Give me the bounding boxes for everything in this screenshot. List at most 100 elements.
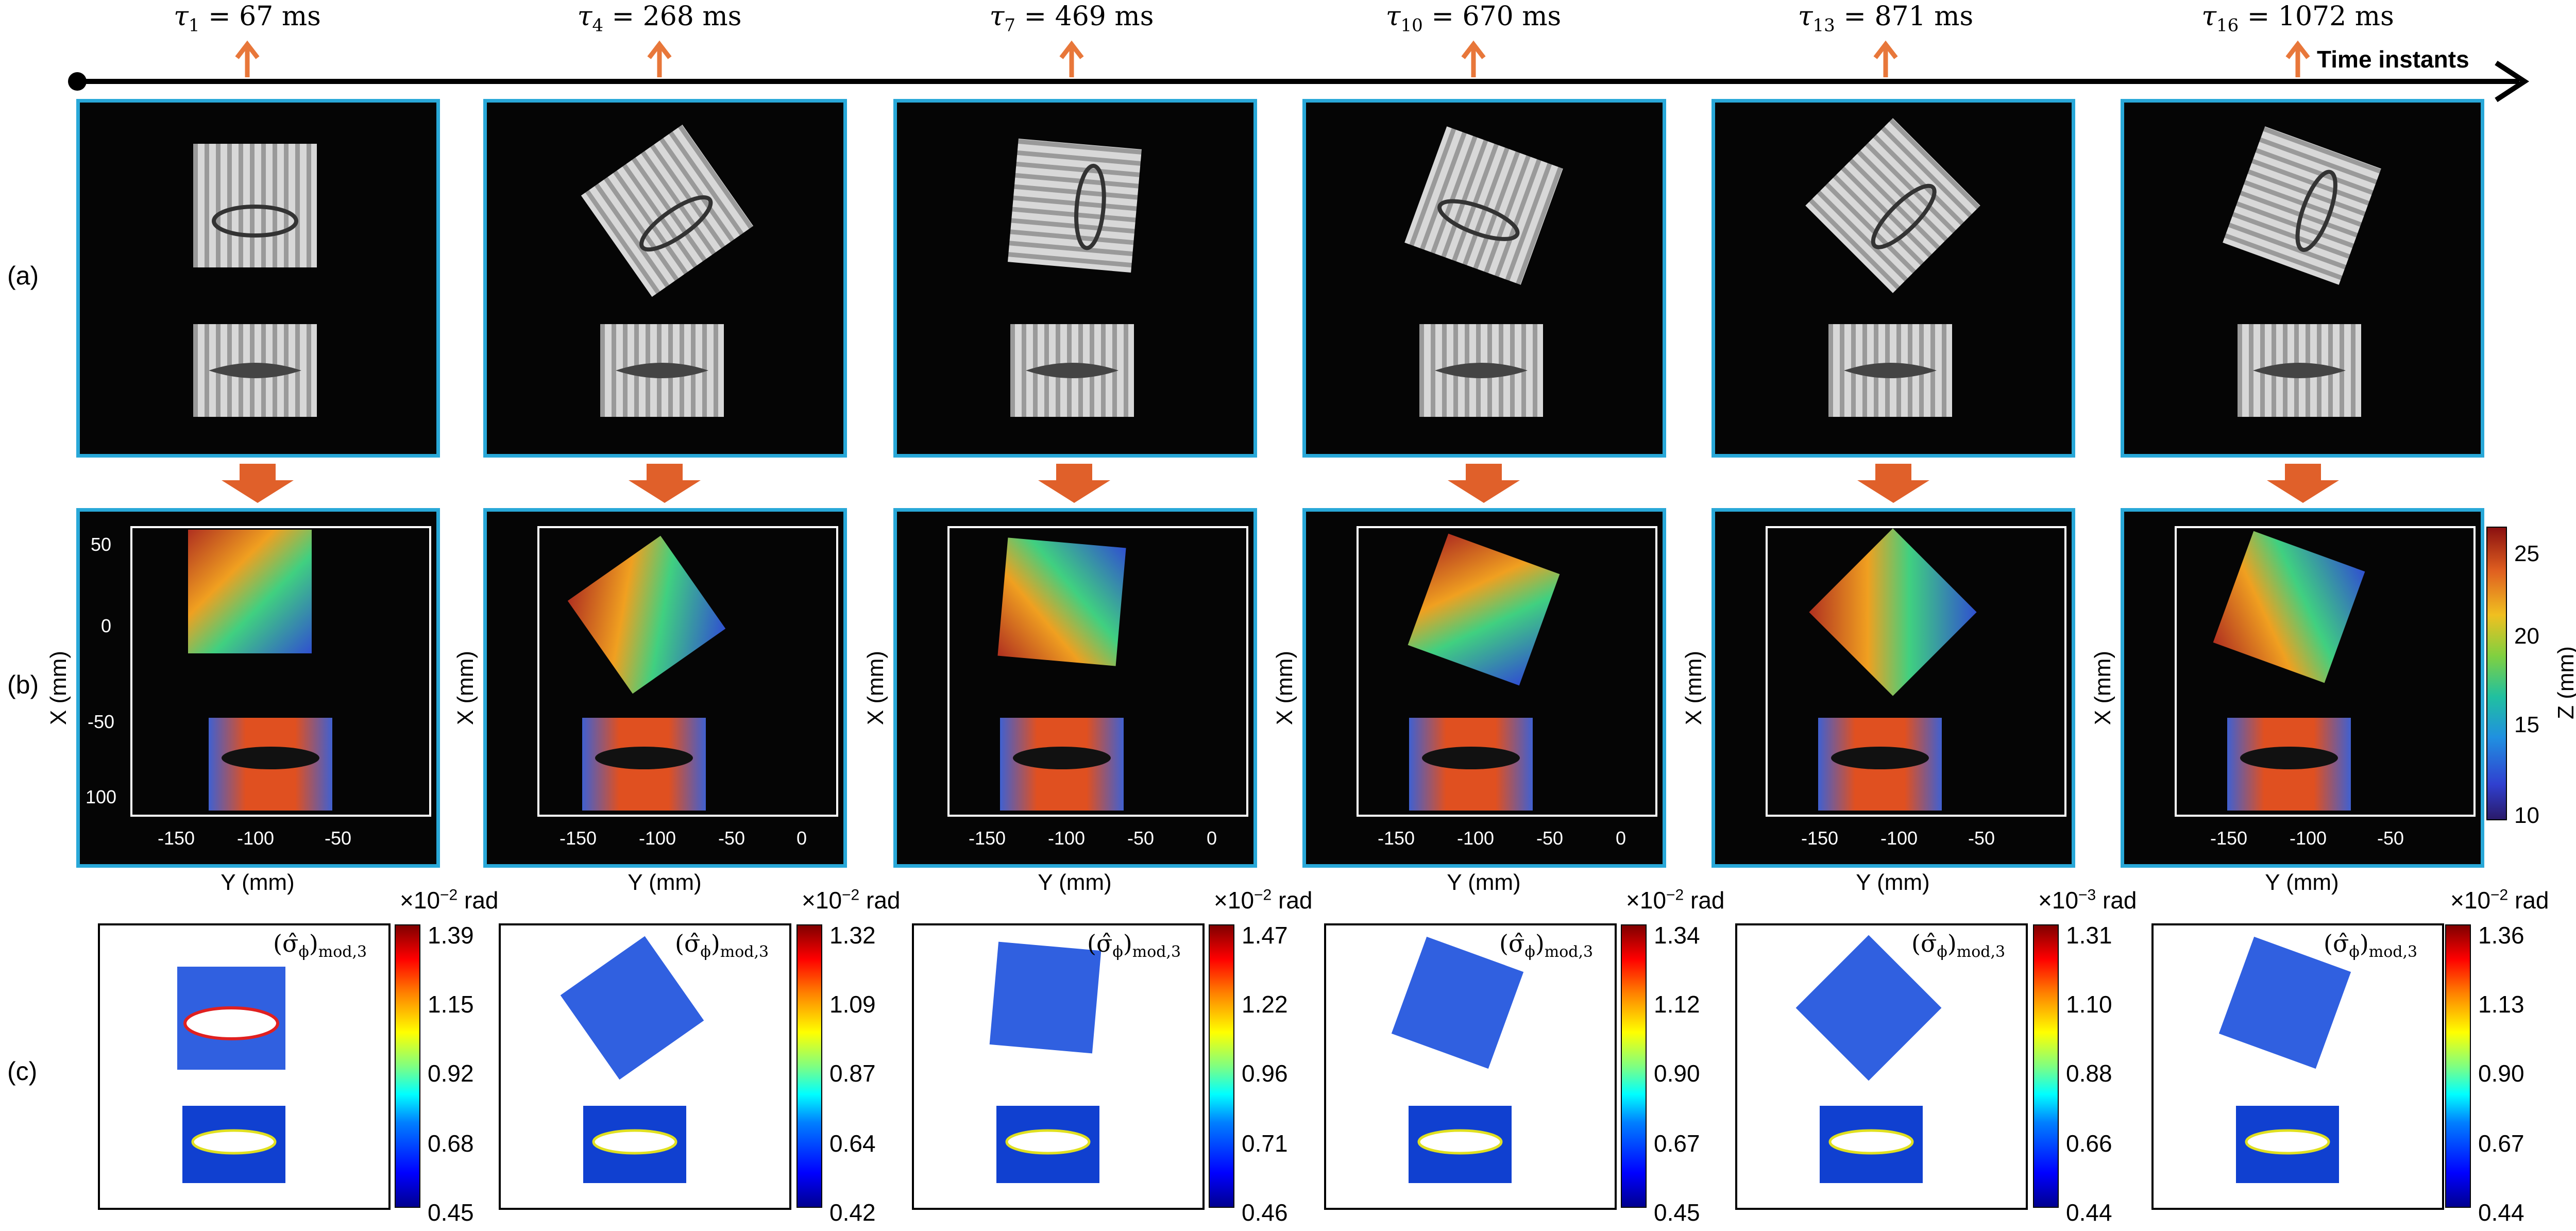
- sigma-colorbar-tick: 1.36: [2478, 922, 2524, 949]
- down-arrows: [222, 464, 2339, 503]
- instant-label-6: τ16 = 1072 ms: [2201, 1, 2394, 36]
- photo-image-2: [581, 124, 754, 417]
- photo-frame-5: [1711, 99, 2075, 458]
- ytick: 50: [91, 534, 112, 555]
- sigma-colorbar-tick: 0.88: [2066, 1060, 2112, 1087]
- z-tick: 25: [2514, 541, 2539, 566]
- recon-frame-2: [483, 508, 847, 868]
- recon-plot-5: [1766, 526, 2066, 817]
- xtick: -50: [1127, 828, 1155, 849]
- recon-frame-6: [2121, 508, 2484, 868]
- up-arrow-head: [235, 40, 260, 59]
- photo-frame-4: [1302, 99, 1666, 458]
- xtick: -100: [639, 828, 676, 849]
- sigma-panel-6: [2151, 923, 2444, 1210]
- recon-frame-5: [1711, 508, 2075, 868]
- sigma-colorbar-tick: 0.90: [2478, 1060, 2524, 1087]
- z-tick: 20: [2514, 623, 2539, 649]
- sigma-colorbar-4: [1621, 924, 1647, 1208]
- sigma-colorbar-tick: 0.71: [1242, 1130, 1288, 1157]
- ylabel-6: X (mm): [2090, 650, 2116, 726]
- sigma-panel-2: [499, 923, 791, 1210]
- row-label-b: (b): [7, 670, 39, 699]
- photo-frame-6: [2121, 99, 2484, 458]
- z-tick: 10: [2514, 803, 2539, 828]
- row-label-a: (a): [7, 261, 39, 290]
- recon-frame-3: [893, 508, 1257, 868]
- sigma-colorbar-tick: 0.64: [829, 1130, 876, 1157]
- recon-plot-4: [1357, 526, 1657, 817]
- xtick: -150: [158, 828, 195, 849]
- sigma-colorbar-tick: 1.15: [428, 991, 474, 1018]
- sigma-colorbar-5: [2033, 924, 2059, 1208]
- xlabel-6: Y (mm): [2265, 870, 2339, 895]
- xlabel-1: Y (mm): [221, 870, 295, 895]
- photo-image-4: [1404, 126, 1563, 417]
- z-colorbar-label: Z (mm): [2553, 646, 2576, 719]
- cbar-exp-3: ×10−2 rad: [1214, 886, 1313, 914]
- timeline: [68, 40, 2530, 103]
- cbar-exp-1: ×10−2 rad: [400, 886, 499, 914]
- sigma-colorbar-tick: 0.90: [1654, 1060, 1700, 1087]
- photo-frame-2: [483, 99, 847, 458]
- xtick: -50: [718, 828, 745, 849]
- ytick: -50: [88, 711, 115, 732]
- recon-frame-4: [1302, 508, 1666, 868]
- photo-image-1: [193, 144, 317, 417]
- photo-image-3: [1007, 138, 1142, 417]
- ylabel-1: X (mm): [46, 650, 72, 726]
- z-tick: 15: [2514, 712, 2539, 737]
- xlabel-2: Y (mm): [628, 870, 702, 895]
- sigma-colorbar-tick: 0.42: [829, 1199, 876, 1226]
- ylabel-5: X (mm): [1681, 650, 1707, 726]
- sigma-colorbar-tick: 1.22: [1242, 991, 1288, 1018]
- xtick: -50: [1968, 828, 1995, 849]
- sigma-colorbar-tick: 0.68: [428, 1130, 474, 1157]
- sigma-label-3: (σ̂ϕ)mod,3: [1087, 930, 1181, 962]
- sigma-colorbar-tick: 0.67: [1654, 1130, 1700, 1157]
- xtick: -150: [2210, 828, 2248, 849]
- sigma-colorbar-tick: 0.45: [1654, 1199, 1700, 1226]
- photo-image-5: [1805, 118, 1980, 417]
- cbar-exp-5: ×10−3 rad: [2038, 886, 2137, 914]
- photo-frame-1: [76, 99, 440, 458]
- instant-label-2: τ4 = 268 ms: [577, 1, 742, 36]
- sigma-label-2: (σ̂ϕ)mod,3: [675, 930, 769, 962]
- ylabel-2: X (mm): [453, 650, 479, 726]
- sigma-colorbar-tick: 1.09: [829, 991, 876, 1018]
- xtick: -150: [1378, 828, 1415, 849]
- xtick: -100: [1048, 828, 1086, 849]
- sigma-colorbar-tick: 1.13: [2478, 991, 2524, 1018]
- instant-label-3: τ7 = 469 ms: [989, 1, 1154, 36]
- xtick: -150: [1801, 828, 1839, 849]
- up-arrow-head: [2285, 40, 2310, 59]
- instant-label-4: τ10 = 670 ms: [1385, 1, 1562, 36]
- cbar-exp-2: ×10−2 rad: [802, 886, 901, 914]
- xtick: 0: [1207, 828, 1217, 849]
- ylabel-4: X (mm): [1272, 650, 1298, 726]
- recon-plot-6: [2175, 526, 2476, 817]
- sigma-label-1: (σ̂ϕ)mod,3: [273, 930, 367, 962]
- recon-plot-1: [130, 526, 431, 817]
- up-arrow-head: [1059, 40, 1084, 59]
- recon-frame-1: [76, 508, 440, 868]
- xtick: -150: [969, 828, 1006, 849]
- sigma-colorbar-tick: 0.45: [428, 1199, 474, 1226]
- sigma-colorbar-tick: 1.32: [829, 922, 876, 949]
- xtick: -100: [1457, 828, 1495, 849]
- instant-label-1: τ1 = 67 ms: [174, 1, 321, 36]
- sigma-colorbar-tick: 0.44: [2478, 1199, 2524, 1226]
- sigma-colorbar-tick: 0.92: [428, 1060, 474, 1087]
- sigma-label-4: (σ̂ϕ)mod,3: [1499, 930, 1594, 962]
- up-arrow-head: [647, 40, 672, 59]
- xtick: -150: [560, 828, 597, 849]
- photo-image-6: [2223, 126, 2381, 417]
- up-arrow-head: [1873, 40, 1898, 59]
- ytick: 0: [101, 615, 112, 636]
- sigma-label-5: (σ̂ϕ)mod,3: [1911, 930, 2006, 962]
- time-instants-label: Time instants: [2317, 46, 2469, 73]
- sigma-colorbar-tick: 1.12: [1654, 991, 1700, 1018]
- cbar-exp-4: ×10−2 rad: [1626, 886, 1725, 914]
- sigma-colorbar-tick: 0.44: [2066, 1199, 2112, 1226]
- sigma-panel-4: [1324, 923, 1617, 1210]
